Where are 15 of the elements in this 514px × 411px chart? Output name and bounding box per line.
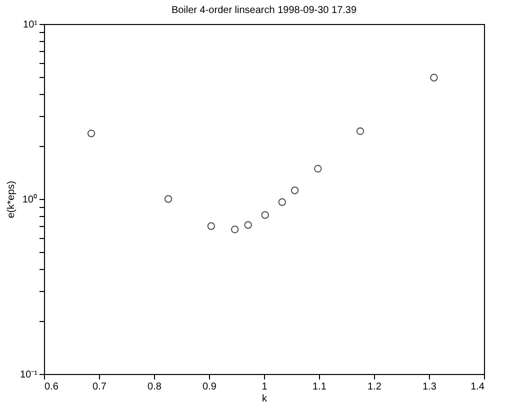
x-tick-label: 1.3 [422, 382, 437, 392]
x-tick-label: 0.6 [44, 382, 59, 392]
x-tick-label: 1 [262, 382, 268, 392]
y-axis-title: e(k*eps) [6, 180, 18, 218]
y-tick-label: 10¹ [23, 20, 38, 30]
y-tick-label: 10⁻¹ [20, 370, 38, 380]
chart-title: Boiler 4-order linsearch 1998-09-30 17.39 [171, 5, 357, 16]
y-tick-label: 10⁰ [22, 194, 38, 206]
x-tick-label: 0.7 [92, 382, 107, 392]
x-tick-label: 1.1 [312, 382, 327, 392]
x-tick-label: 1.2 [368, 382, 382, 392]
x-axis-title: k [262, 394, 268, 404]
x-tick-label: 1.4 [470, 382, 485, 392]
x-tick-label: 0.9 [202, 382, 217, 392]
x-tick-label: 0.8 [148, 382, 162, 392]
